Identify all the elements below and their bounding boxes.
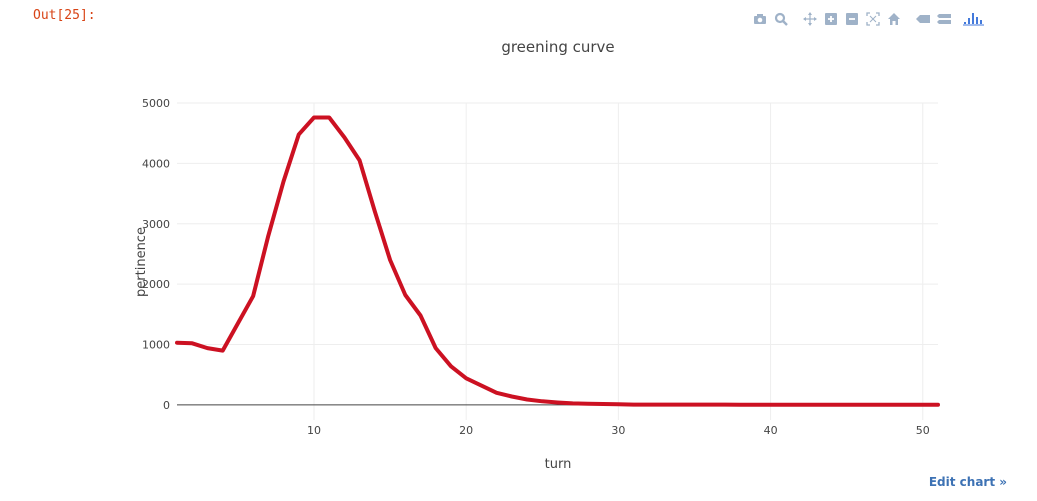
zoom-icon[interactable] — [773, 11, 789, 27]
x-tick-label: 50 — [916, 424, 930, 437]
chart-title: greening curve — [501, 38, 614, 56]
y-tick-label: 0 — [163, 399, 170, 412]
plot-area — [177, 103, 938, 420]
plotly-modebar — [752, 10, 990, 28]
pan-icon[interactable] — [802, 11, 818, 27]
x-tick-label: 40 — [764, 424, 778, 437]
series-line — [175, 115, 940, 407]
zoom-in-icon[interactable] — [823, 11, 839, 27]
x-tick-label: 20 — [459, 424, 473, 437]
y-axis-label: pertinence — [134, 227, 149, 297]
y-tick-label: 1000 — [142, 339, 170, 352]
edit-chart-link[interactable]: Edit chart » — [928, 475, 1007, 489]
home-icon[interactable] — [886, 11, 902, 27]
plotly-logo-icon[interactable] — [963, 11, 985, 27]
autoscale-icon[interactable] — [865, 11, 881, 27]
spike-lines-icon[interactable] — [915, 11, 931, 27]
zoom-out-icon[interactable] — [844, 11, 860, 27]
output-prompt: Out[25]: — [33, 8, 96, 23]
x-axis-label: turn — [545, 457, 572, 472]
y-tick-label: 5000 — [142, 97, 170, 110]
x-tick-label: 30 — [611, 424, 625, 437]
y-tick-label: 3000 — [142, 218, 170, 231]
y-tick-label: 2000 — [142, 278, 170, 291]
y-tick-label: 4000 — [142, 157, 170, 170]
camera-icon[interactable] — [752, 11, 768, 27]
x-tick-label: 10 — [307, 424, 321, 437]
compare-hover-icon[interactable] — [936, 11, 952, 27]
